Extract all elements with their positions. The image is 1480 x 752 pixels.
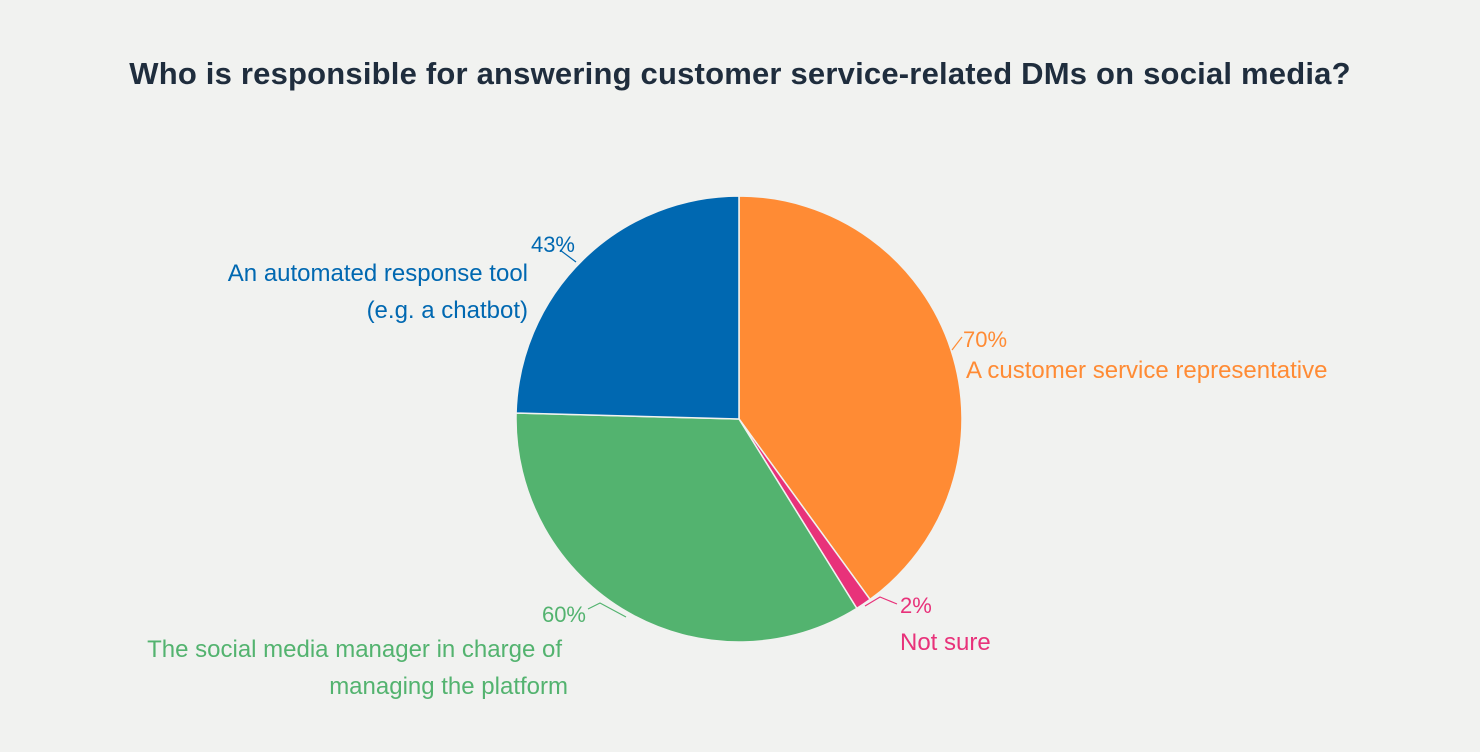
leader-line-3 — [587, 602, 627, 618]
leader-line-2 — [864, 596, 898, 607]
leader-line-4 — [559, 249, 577, 263]
slice-category-label-3-line-1: The social media manager in charge of — [147, 636, 562, 663]
slice-category-label-4-line-2: (e.g. a chatbot) — [367, 297, 528, 324]
pie-slice-3 — [515, 412, 858, 643]
leader-lines — [559, 249, 963, 618]
slice-labels: 70% A customer service representative 2% No… — [147, 232, 1327, 700]
slice-category-label-2-line-1: Not sure — [900, 629, 991, 656]
pie-slices — [515, 195, 963, 643]
pie-slice-4 — [515, 195, 740, 420]
slice-value-label-3: 60% — [542, 602, 586, 627]
chart-title: Who is responsible for answering custome… — [129, 56, 1351, 91]
slice-value-label-2: 2% — [900, 593, 932, 618]
slice-category-label-3-line-2: managing the platform — [329, 673, 568, 700]
slice-category-label-1-line-1: A customer service representative — [966, 357, 1328, 384]
slice-category-label-4-line-1: An automated response tool — [228, 260, 528, 287]
slice-value-label-4: 43% — [531, 232, 575, 257]
pie-slice-1 — [738, 195, 963, 601]
slice-value-label-1: 70% — [963, 327, 1007, 352]
leader-line-1 — [951, 336, 963, 351]
